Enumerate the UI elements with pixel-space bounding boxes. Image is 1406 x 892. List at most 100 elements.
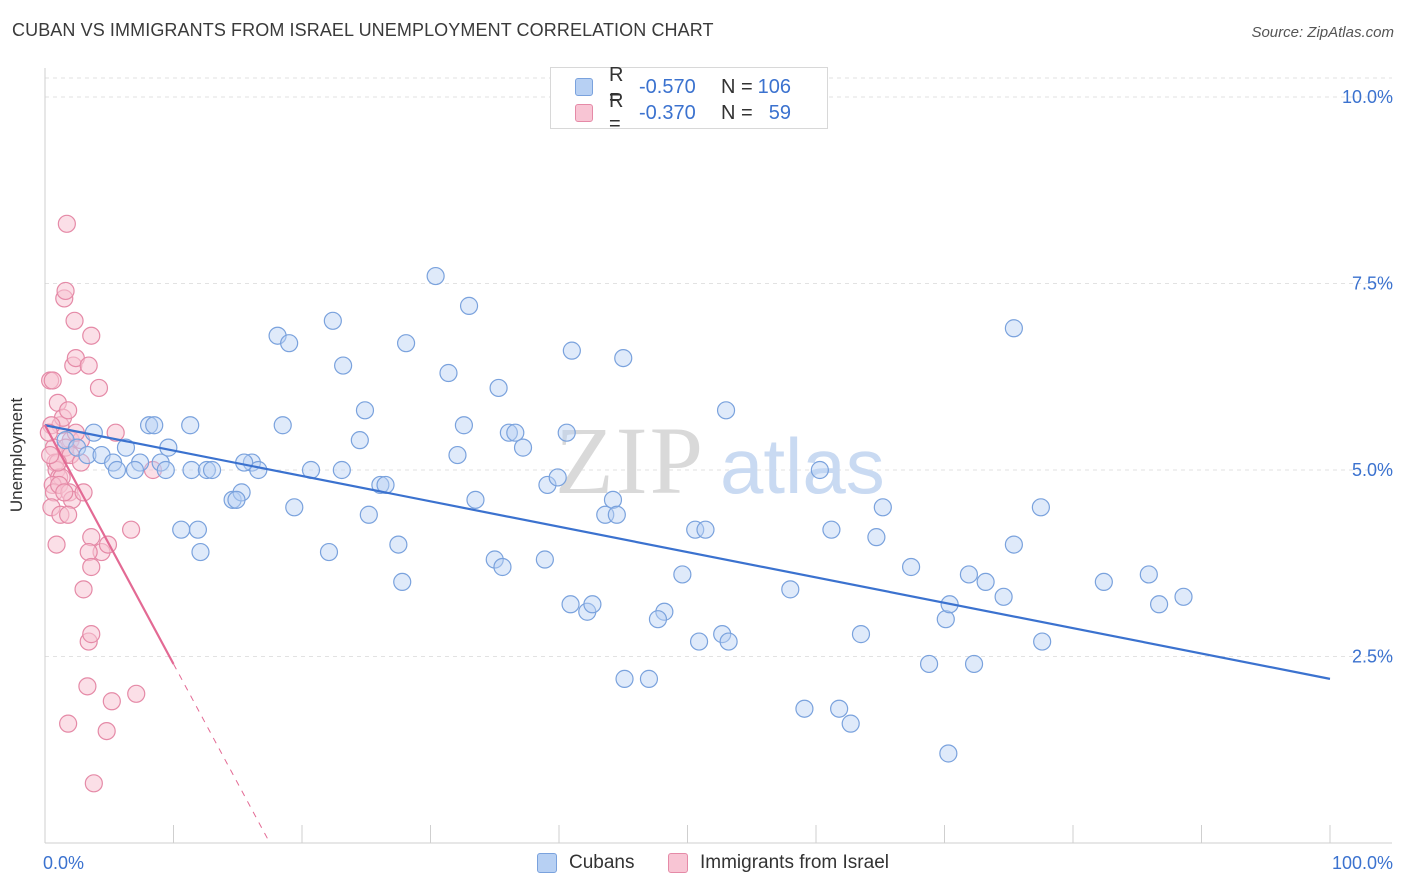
cubans-point	[873, 498, 892, 517]
cubans-point	[191, 542, 210, 562]
israel-point	[59, 714, 78, 733]
legend-row-cubans: R = -0.570 N = 106	[575, 64, 791, 109]
israel-point	[82, 557, 101, 577]
cubans-point	[485, 550, 504, 569]
cubans-point	[689, 632, 709, 651]
israel-point	[79, 542, 98, 562]
cubans-point	[78, 445, 97, 465]
cubans-point	[145, 416, 164, 435]
cubans-point	[280, 334, 299, 353]
legend-swatch-cubans	[575, 78, 593, 96]
cubans-point	[867, 528, 886, 547]
israel-point	[89, 378, 109, 398]
cubans-point	[538, 475, 557, 495]
legend-n-label: N =	[721, 101, 753, 124]
cubans-point	[822, 520, 841, 539]
bottom-legend-cubans: Cubans	[537, 852, 635, 874]
cubans-point	[172, 520, 191, 539]
israel-point	[47, 535, 66, 554]
bottom-label-israel: Immigrants from Israel	[700, 852, 889, 873]
israel-point	[102, 692, 121, 711]
cubans-point	[603, 490, 623, 509]
watermark-zip: ZIP	[555, 407, 705, 514]
cubans-point	[323, 311, 342, 330]
cubans-point	[1031, 498, 1050, 517]
cubans-point	[1033, 632, 1052, 651]
cubans-point	[830, 699, 849, 718]
cubans-point	[513, 438, 533, 457]
israel-point	[82, 625, 101, 644]
cubans-point	[936, 610, 955, 629]
cubans-point	[182, 460, 201, 480]
israel-points	[39, 214, 163, 793]
y-tick-label: 10.0%	[1342, 87, 1393, 107]
cubans-point	[499, 423, 518, 442]
cubans-point	[1174, 587, 1193, 606]
cubans-point	[919, 654, 939, 674]
cubans-point	[548, 468, 567, 487]
cubans-point	[350, 431, 369, 450]
cubans-point	[426, 266, 445, 286]
cubans-point	[851, 625, 871, 644]
legend-box: R = -0.570 N = 106 R = -0.370 N = 59	[550, 64, 828, 135]
cubans-point	[332, 460, 351, 480]
cubans-point	[607, 505, 626, 524]
cubans-point	[959, 565, 979, 584]
israel-point	[79, 356, 98, 375]
tick-labels: 2.5% 5.0% 7.5% 10.0% 0.0% 100.0%	[43, 87, 1393, 873]
cubans-point	[1149, 595, 1169, 614]
cubans-point	[810, 460, 829, 480]
cubans-point	[466, 490, 485, 509]
bottom-swatch-israel	[668, 853, 688, 873]
cubans-point	[448, 445, 467, 465]
cubans-point	[557, 423, 576, 442]
cubans-point	[939, 744, 958, 763]
israel-trendline	[173, 663, 271, 844]
legend-r-value: -0.370	[639, 101, 696, 124]
cubans-points	[56, 266, 1193, 763]
cubans-point	[489, 378, 508, 398]
israel-point	[127, 684, 146, 703]
israel-point	[121, 520, 141, 539]
cubans-point	[583, 595, 602, 614]
cubans-point	[614, 349, 633, 368]
cubans-point	[319, 542, 339, 562]
cubans-point	[716, 401, 736, 420]
israel-point	[78, 677, 97, 696]
legend-r-value: -0.570	[639, 75, 696, 98]
cubans-point	[389, 535, 408, 554]
legend-n-label: N =	[721, 75, 753, 98]
cubans-point	[976, 572, 995, 592]
israel-point	[74, 580, 93, 599]
cubans-point	[781, 580, 800, 599]
cubans-point	[459, 296, 479, 315]
cubans-point	[964, 654, 984, 674]
cubans-trendline	[44, 424, 1331, 680]
cubans-point	[107, 460, 127, 480]
cubans-point	[719, 632, 738, 651]
cubans-point	[696, 520, 715, 539]
israel-point	[41, 445, 60, 465]
cubans-point	[355, 401, 375, 420]
israel-point	[106, 423, 125, 442]
bottom-swatch-cubans	[537, 853, 557, 873]
legend-r-label: R =	[609, 64, 624, 109]
israel-point	[56, 281, 75, 301]
cubans-point	[562, 341, 581, 360]
cubans-point	[202, 460, 222, 480]
bottom-legend-israel: Immigrants from Israel	[668, 852, 889, 874]
y-tick-label: 5.0%	[1352, 460, 1393, 480]
cubans-point	[359, 505, 378, 524]
israel-point	[57, 214, 76, 233]
cubans-point	[1004, 319, 1023, 338]
x-tick-label: 0.0%	[43, 853, 84, 873]
israel-point	[59, 505, 78, 524]
cubans-point	[561, 595, 580, 614]
cubans-point	[493, 557, 512, 577]
y-axis-label: Unemployment	[7, 397, 26, 513]
legend-r-label: R =	[609, 90, 624, 135]
cubans-point	[371, 475, 390, 495]
cubans-point	[639, 669, 659, 688]
zipatlas-watermark: ZIP atlas	[555, 407, 885, 514]
